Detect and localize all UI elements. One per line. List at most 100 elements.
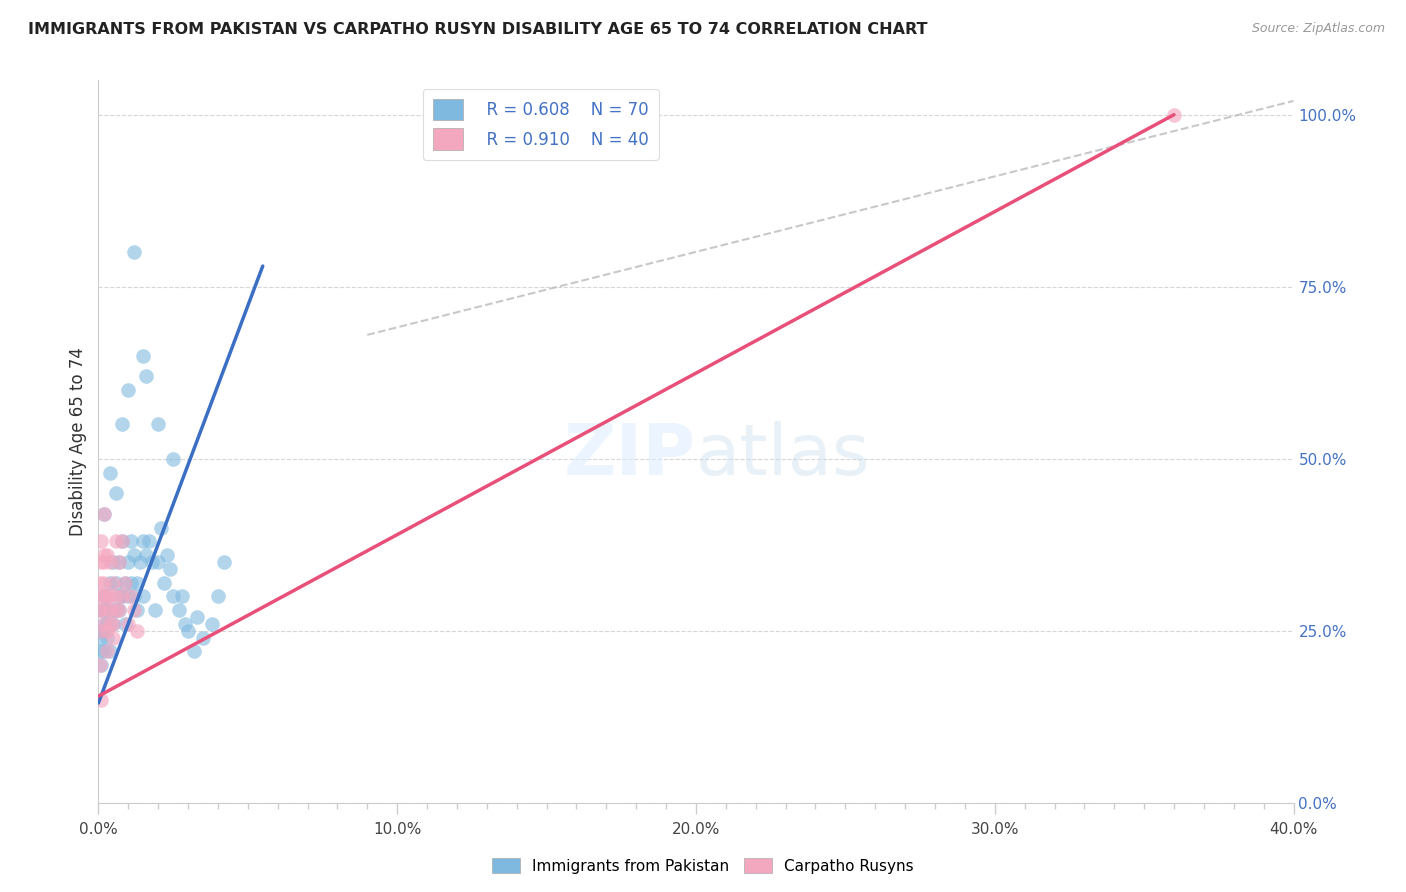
Point <box>93 624 115 638</box>
Point <box>124 603 146 617</box>
Point <box>167 603 190 617</box>
Point <box>135 369 157 384</box>
Point <box>96 616 118 631</box>
Text: Source: ZipAtlas.com: Source: ZipAtlas.com <box>1251 22 1385 36</box>
Point <box>207 590 229 604</box>
Point <box>96 548 118 562</box>
Point <box>98 555 122 569</box>
Text: atlas: atlas <box>696 422 870 491</box>
Point <box>156 548 179 562</box>
Point <box>111 534 134 549</box>
Point <box>96 603 118 617</box>
Point <box>111 590 134 604</box>
Point <box>124 548 146 562</box>
Point <box>132 349 155 363</box>
Point <box>108 555 131 569</box>
Point <box>105 486 128 500</box>
Point <box>93 590 115 604</box>
Point <box>162 590 184 604</box>
Point <box>103 603 125 617</box>
Point <box>111 534 134 549</box>
Point <box>108 603 131 617</box>
Point <box>135 548 157 562</box>
Point <box>89 603 111 617</box>
Point <box>98 575 122 590</box>
Point <box>148 417 170 432</box>
Point <box>129 555 152 569</box>
Point <box>98 616 122 631</box>
Point <box>172 590 194 604</box>
Point <box>143 603 166 617</box>
Point <box>105 603 128 617</box>
Point <box>153 575 176 590</box>
Legend:   R = 0.608    N = 70,   R = 0.910    N = 40: R = 0.608 N = 70, R = 0.910 N = 40 <box>423 88 658 160</box>
Point <box>111 590 134 604</box>
Point <box>105 590 128 604</box>
Point <box>90 624 112 638</box>
Point <box>148 555 170 569</box>
Point <box>90 658 112 673</box>
Point <box>114 575 136 590</box>
Point <box>105 575 128 590</box>
Point <box>93 603 115 617</box>
Point <box>93 575 115 590</box>
Point <box>105 534 128 549</box>
Point <box>93 590 115 604</box>
Point <box>191 631 214 645</box>
Point <box>96 603 118 617</box>
Point <box>103 631 125 645</box>
Point <box>159 562 181 576</box>
Point <box>90 534 112 549</box>
Point <box>183 644 205 658</box>
Point <box>127 624 149 638</box>
Point <box>103 616 125 631</box>
Point <box>186 610 208 624</box>
Point <box>138 534 160 549</box>
Point <box>127 575 149 590</box>
Point <box>103 616 125 631</box>
Point <box>162 451 184 466</box>
Point <box>96 624 118 638</box>
Point <box>93 507 115 521</box>
Point <box>89 575 111 590</box>
Point <box>98 644 122 658</box>
Point <box>93 616 115 631</box>
Point <box>124 245 146 260</box>
Point <box>212 555 235 569</box>
Point <box>89 658 111 673</box>
Point <box>120 590 142 604</box>
Point <box>132 590 155 604</box>
Y-axis label: Disability Age 65 to 74: Disability Age 65 to 74 <box>69 347 87 536</box>
Point <box>108 590 131 604</box>
Point <box>1163 108 1185 122</box>
Point <box>111 417 134 432</box>
Text: IMMIGRANTS FROM PAKISTAN VS CARPATHO RUSYN DISABILITY AGE 65 TO 74 CORRELATION C: IMMIGRANTS FROM PAKISTAN VS CARPATHO RUS… <box>28 22 928 37</box>
Point <box>117 383 139 397</box>
Point <box>117 555 139 569</box>
Point <box>114 616 136 631</box>
Point <box>117 616 139 631</box>
Point <box>90 590 112 604</box>
Legend: Immigrants from Pakistan, Carpatho Rusyns: Immigrants from Pakistan, Carpatho Rusyn… <box>486 852 920 880</box>
Point <box>93 555 115 569</box>
Point <box>108 555 131 569</box>
Point <box>105 603 128 617</box>
Point <box>96 590 118 604</box>
Point <box>98 603 122 617</box>
Point <box>98 590 122 604</box>
Point <box>93 644 115 658</box>
Point <box>127 603 149 617</box>
Point <box>103 555 125 569</box>
Text: ZIP: ZIP <box>564 422 696 491</box>
Point <box>141 555 163 569</box>
Point <box>96 590 118 604</box>
Point <box>93 548 115 562</box>
Point <box>98 466 122 480</box>
Point <box>90 631 112 645</box>
Point <box>150 520 173 534</box>
Point <box>103 575 125 590</box>
Point <box>98 603 122 617</box>
Point <box>90 603 112 617</box>
Point <box>90 555 112 569</box>
Point <box>96 644 118 658</box>
